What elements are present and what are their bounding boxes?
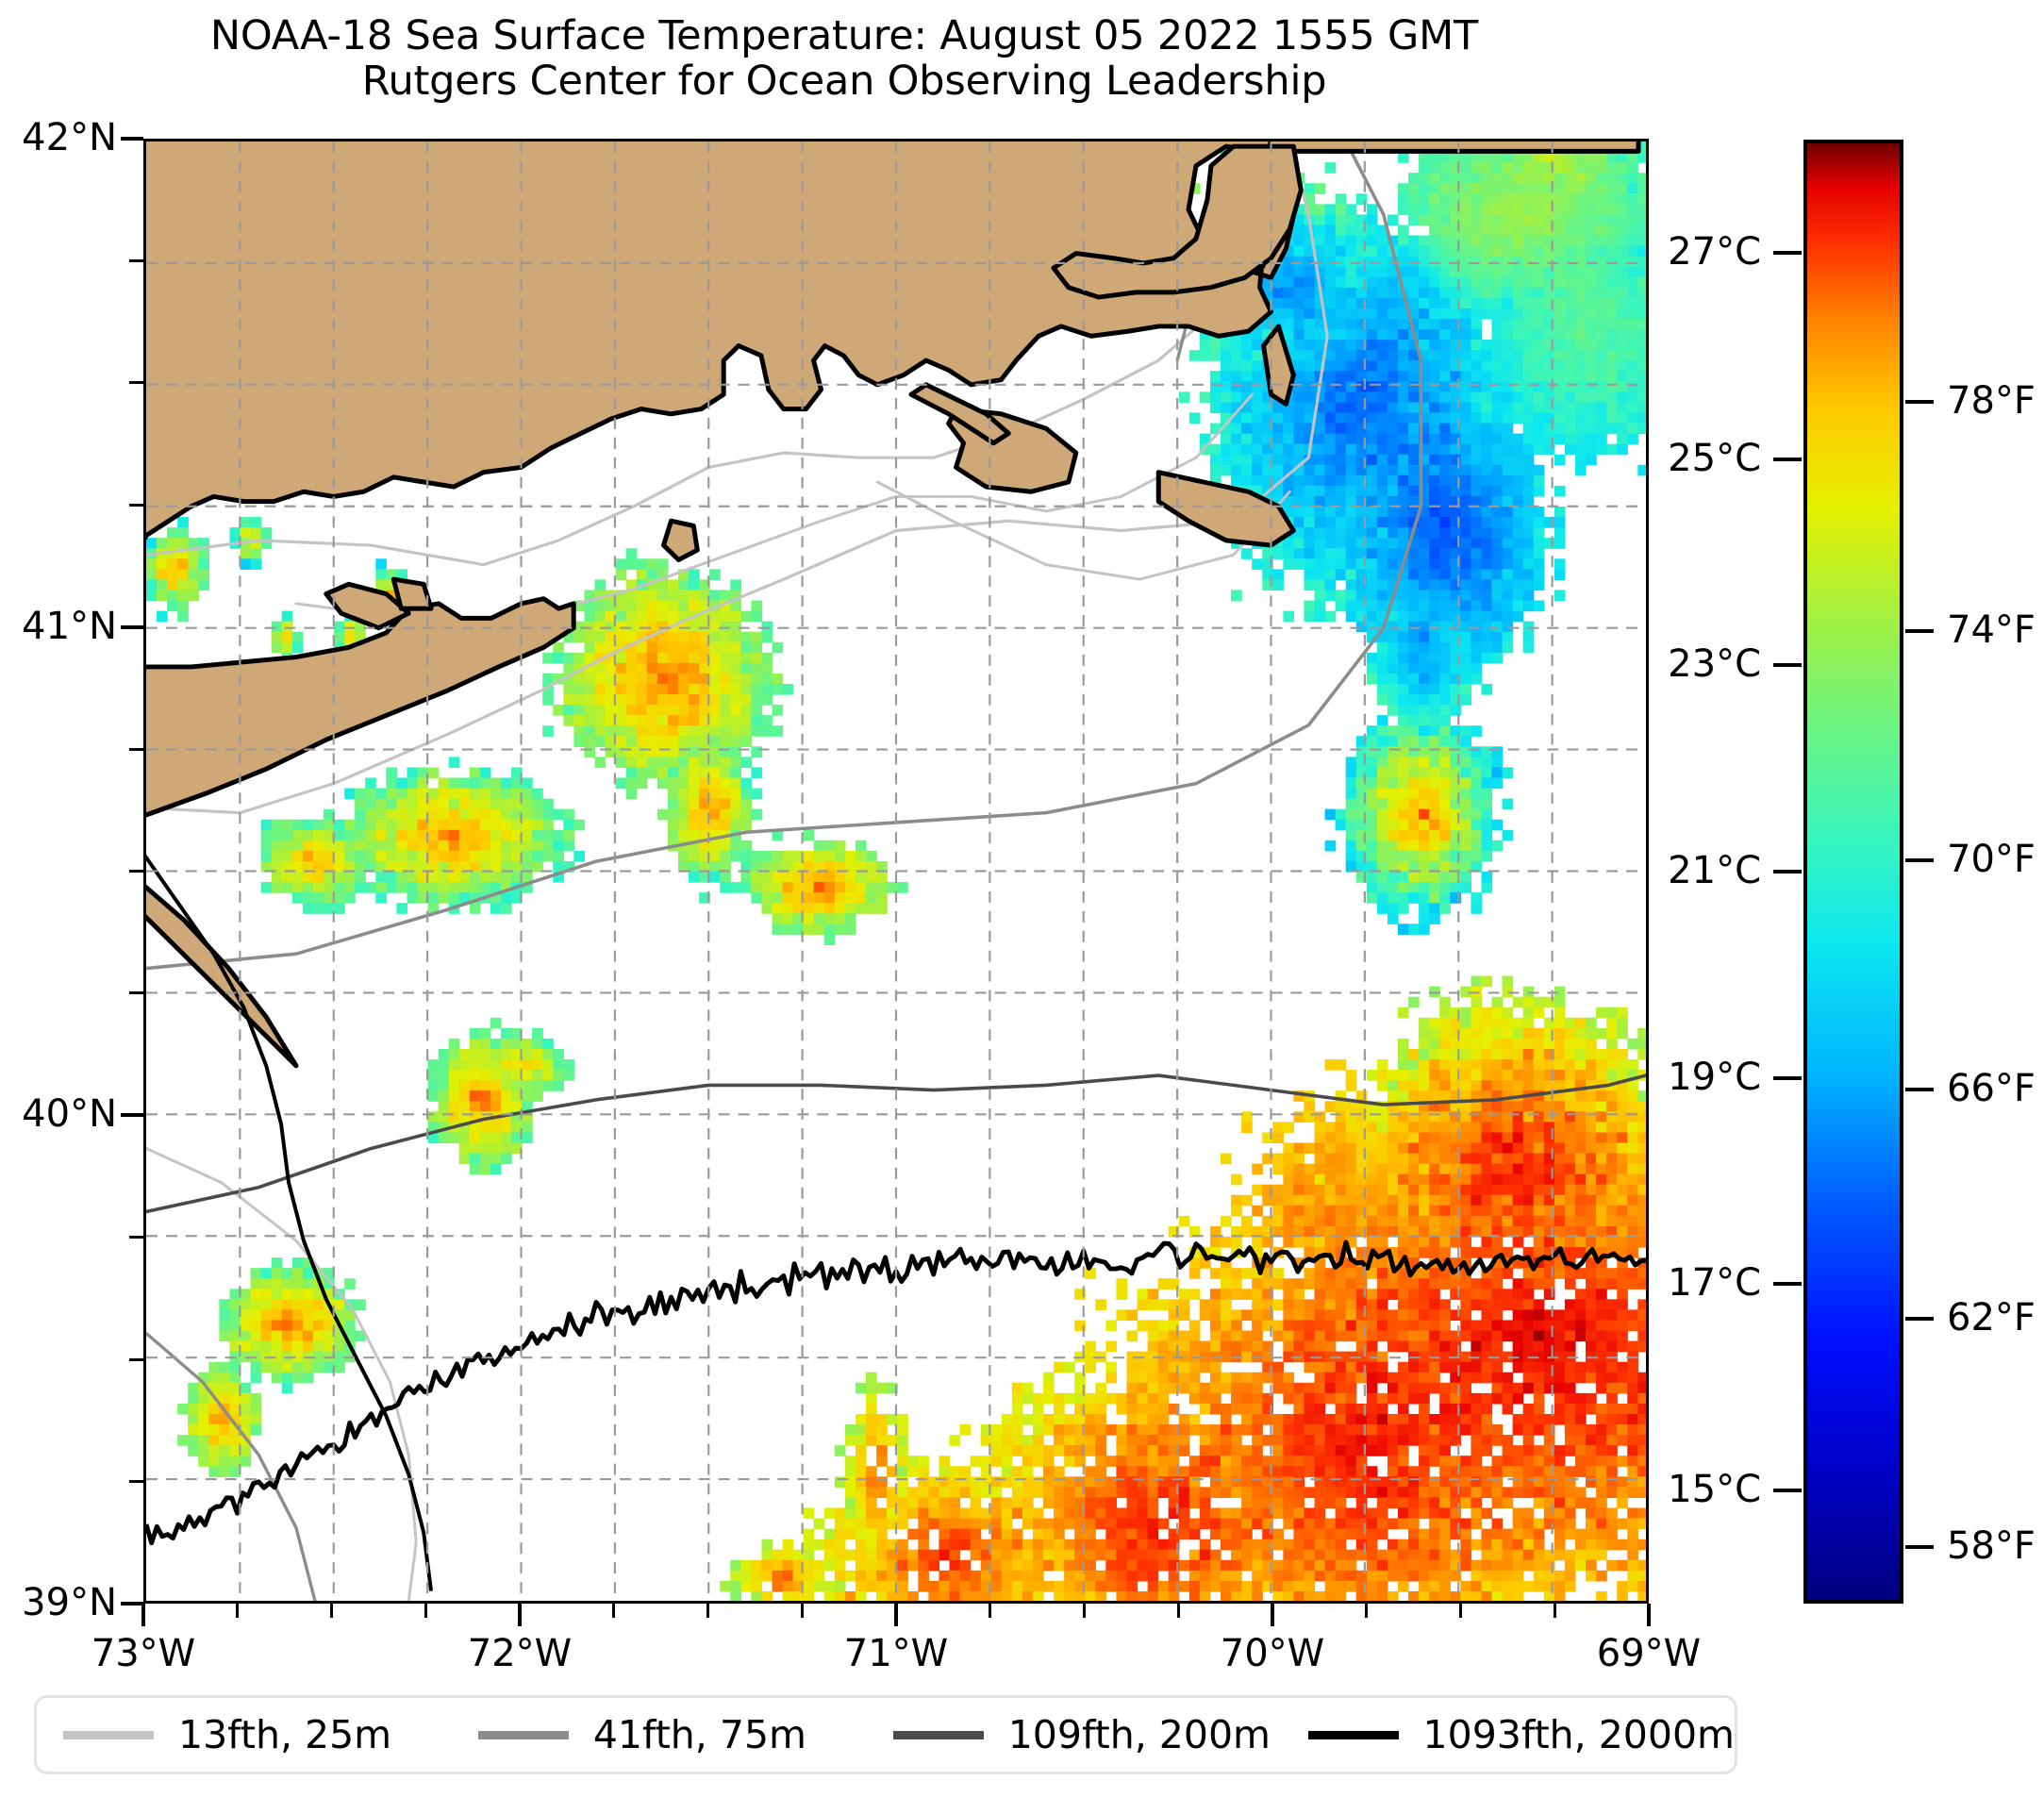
lon-minor-tick [1553, 1604, 1556, 1618]
lat-tick [121, 1602, 143, 1606]
legend-label: 1093fth, 2000m [1422, 1712, 1735, 1757]
colorbar-tick [1905, 1087, 1934, 1091]
lat-tick-label: 41°N [22, 604, 117, 648]
lat-minor-tick [129, 991, 143, 995]
legend-swatch-75m [477, 1730, 569, 1739]
colorbar-tick [1773, 870, 1802, 874]
page-subtitle: Rutgers Center for Ocean Observing Leade… [361, 58, 1327, 106]
lon-tick-label: 69°W [1596, 1632, 1702, 1675]
colorbar-tick [1773, 251, 1802, 256]
lat-minor-tick [129, 1236, 143, 1240]
lat-minor-tick [129, 747, 143, 751]
colorbar-fahrenheit-label: 66°F [1947, 1066, 2036, 1110]
lon-minor-tick [706, 1604, 709, 1618]
lon-tick [1647, 1604, 1651, 1626]
legend-label: 41fth, 75m [592, 1712, 806, 1757]
colorbar-fahrenheit-label: 74°F [1947, 607, 2036, 652]
legend-swatch-2000m [1307, 1730, 1399, 1739]
lon-tick-label: 71°W [843, 1632, 949, 1675]
lat-minor-tick [129, 503, 143, 507]
colorbar-fahrenheit-label: 70°F [1947, 837, 2036, 881]
colorbar-tick [1905, 628, 1934, 633]
lon-tick [894, 1604, 898, 1626]
lon-tick [1271, 1604, 1274, 1626]
legend-item[interactable]: 1093fth, 2000m [1282, 1712, 1735, 1757]
colorbar-celsius-label: 21°C [1668, 849, 1761, 892]
colorbar-celsius-label: 15°C [1668, 1467, 1761, 1511]
sst-map[interactable] [143, 139, 1649, 1604]
legend-label: 109fth, 200m [1007, 1712, 1271, 1757]
colorbar-celsius-label: 27°C [1668, 230, 1761, 275]
colorbar-tick [1773, 457, 1802, 461]
isobath-legend: 13fth, 25m 41fth, 75m 109fth, 200m 1093f… [34, 1695, 1737, 1774]
lon-tick [141, 1604, 145, 1626]
legend-swatch-200m [892, 1730, 984, 1739]
lon-minor-tick [1083, 1604, 1086, 1618]
colorbar-tick [1773, 1282, 1802, 1287]
colorbar-celsius-label: 25°C [1668, 436, 1761, 480]
lon-tick [518, 1604, 522, 1626]
lat-tick-label: 40°N [22, 1092, 117, 1137]
colorbar-tick [1773, 1075, 1802, 1080]
lat-tick-label: 39°N [22, 1581, 117, 1624]
legend-item[interactable]: 41fth, 75m [452, 1712, 867, 1757]
lat-tick [121, 1113, 143, 1118]
lat-tick-label: 42°N [22, 116, 117, 159]
colorbar-gradient [1803, 140, 1903, 1604]
colorbar-fahrenheit-label: 58°F [1947, 1524, 2036, 1569]
lat-minor-tick [129, 381, 143, 385]
lat-minor-tick [129, 870, 143, 873]
colorbar-tick [1905, 1545, 1934, 1550]
colorbar-celsius-label: 19°C [1668, 1055, 1761, 1099]
lon-minor-tick [612, 1604, 616, 1618]
colorbar-tick [1773, 663, 1802, 668]
lat-minor-tick [129, 1480, 143, 1484]
title-block: NOAA-18 Sea Surface Temperature: August … [0, 13, 1688, 104]
colorbar-tick [1905, 400, 1934, 405]
lon-tick-label: 70°W [1220, 1632, 1325, 1675]
colorbar-celsius-label: 17°C [1668, 1261, 1761, 1306]
lon-minor-tick [1176, 1604, 1180, 1618]
lat-minor-tick [129, 258, 143, 262]
colorbar[interactable] [1803, 140, 1903, 1604]
colorbar-tick [1773, 1488, 1802, 1492]
map-canvas [146, 141, 1646, 1601]
lon-minor-tick [1459, 1604, 1462, 1618]
colorbar-tick [1905, 857, 1934, 862]
lon-tick-label: 73°W [91, 1632, 196, 1675]
page-title: NOAA-18 Sea Surface Temperature: August … [209, 12, 1479, 59]
colorbar-fahrenheit-label: 62°F [1947, 1295, 2036, 1339]
legend-swatch-25m [63, 1730, 154, 1739]
lon-minor-tick [800, 1604, 804, 1618]
lon-minor-tick [1365, 1604, 1369, 1618]
legend-label: 13fth, 25m [178, 1712, 392, 1757]
lat-tick [121, 624, 143, 629]
lat-lon-grid [146, 141, 1646, 1601]
landmasses [146, 141, 1641, 1069]
colorbar-celsius-label: 23°C [1668, 642, 1761, 687]
lat-minor-tick [129, 1357, 143, 1361]
colorbar-tick [1905, 1316, 1934, 1321]
legend-item[interactable]: 13fth, 25m [37, 1712, 452, 1757]
lon-minor-tick [989, 1604, 992, 1618]
lon-tick-label: 72°W [467, 1632, 573, 1675]
lon-minor-tick [330, 1604, 333, 1618]
colorbar-fahrenheit-label: 78°F [1947, 379, 2036, 424]
lat-tick [121, 137, 143, 141]
lon-minor-tick [424, 1604, 427, 1618]
lon-minor-tick [236, 1604, 240, 1618]
legend-item[interactable]: 109fth, 200m [867, 1712, 1282, 1757]
